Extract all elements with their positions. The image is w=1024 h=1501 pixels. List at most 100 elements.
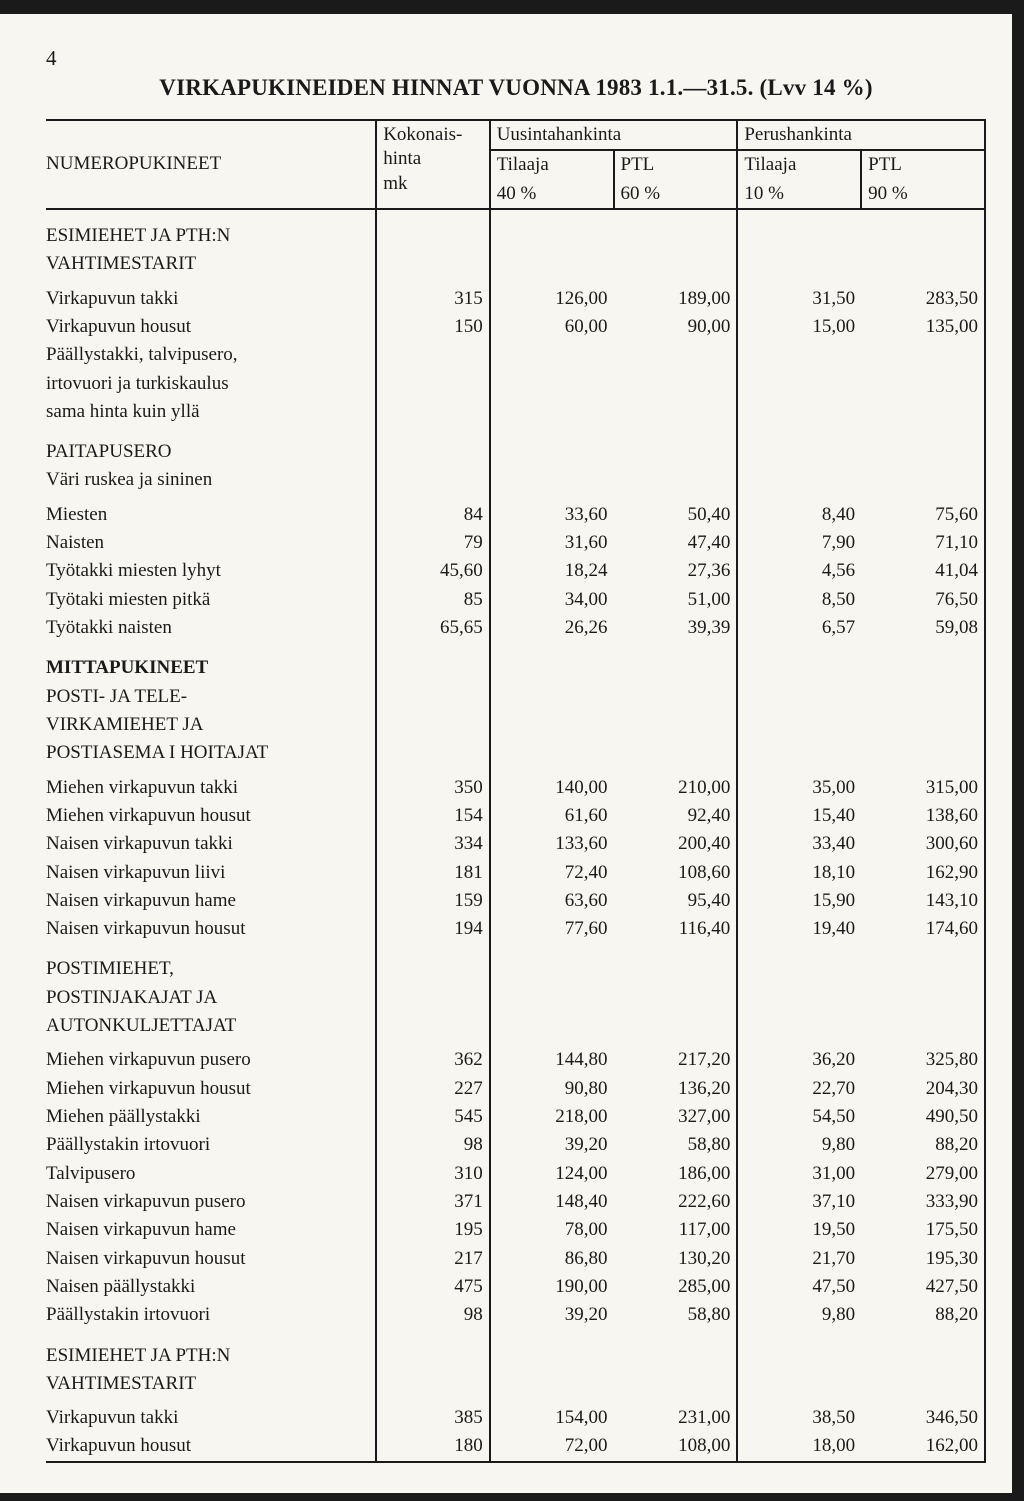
table-cell (490, 370, 614, 398)
table-cell (861, 1012, 985, 1040)
table-cell (376, 398, 490, 426)
table-cell: 174,60 (861, 915, 985, 943)
section-bold-title: MITTAPUKINEET (46, 642, 376, 682)
table-cell: 126,00 (490, 285, 614, 313)
table-cell (614, 943, 738, 983)
table-cell (737, 370, 861, 398)
table-cell (376, 1330, 490, 1370)
table-cell: 283,50 (861, 285, 985, 313)
table-cell: 154,00 (490, 1404, 614, 1432)
table-cell: 175,50 (861, 1216, 985, 1244)
page-number: 4 (46, 48, 986, 69)
table-row: Naisen virkapuvun housut19477,60116,4019… (46, 915, 985, 943)
table-cell: 35,00 (737, 774, 861, 802)
table-cell: 36,20 (737, 1046, 861, 1074)
table-cell (490, 943, 614, 983)
section-title-line: Väri ruskea ja sininen (46, 466, 376, 494)
table-cell: 490,50 (861, 1103, 985, 1131)
table-row: Virkapuvun housut15060,0090,0015,00135,0… (46, 313, 985, 341)
table-cell (861, 466, 985, 494)
header-60: 60 % (614, 180, 738, 209)
table-cell: 71,10 (861, 529, 985, 557)
table-cell (861, 711, 985, 739)
table-row: Naisen virkapuvun takki334133,60200,4033… (46, 830, 985, 858)
table-cell: 475 (376, 1273, 490, 1301)
table-cell: 31,50 (737, 285, 861, 313)
table-cell: 18,10 (737, 859, 861, 887)
table-cell: 51,00 (614, 586, 738, 614)
table-cell: 33,40 (737, 830, 861, 858)
row-label: Työtaki miesten pitkä (46, 586, 376, 614)
table-row: sama hinta kuin yllä (46, 398, 985, 426)
table-row: Naisten7931,6047,407,9071,10 (46, 529, 985, 557)
table-row: Miehen päällystakki545218,00327,0054,504… (46, 1103, 985, 1131)
table-row: Naisen päällystakki475190,00285,0047,504… (46, 1273, 985, 1301)
table-cell (614, 984, 738, 1012)
table-cell (490, 398, 614, 426)
table-cell: 150 (376, 313, 490, 341)
table-cell: 61,60 (490, 802, 614, 830)
header-kokonais: Kokonais- hinta mk (376, 120, 490, 209)
table-cell: 108,60 (614, 859, 738, 887)
table-cell (614, 1330, 738, 1370)
table-cell: 8,40 (737, 501, 861, 529)
table-cell: 88,20 (861, 1301, 985, 1329)
table-row: Virkapuvun takki315126,00189,0031,50283,… (46, 285, 985, 313)
row-label: Päällystakin irtovuori (46, 1301, 376, 1329)
table-cell: 59,08 (861, 614, 985, 642)
table-cell (861, 1370, 985, 1398)
table-cell: 136,20 (614, 1075, 738, 1103)
table-cell (376, 943, 490, 983)
table-cell: 186,00 (614, 1160, 738, 1188)
table-cell (376, 341, 490, 369)
table-cell: 75,60 (861, 501, 985, 529)
table-cell: 58,80 (614, 1131, 738, 1159)
table-cell: 116,40 (614, 915, 738, 943)
header-tilaaja-2: Tilaaja (737, 150, 861, 179)
row-label: Päällystakki, talvipusero, (46, 341, 376, 369)
table-cell: 300,60 (861, 830, 985, 858)
row-label: Virkapuvun takki (46, 1404, 376, 1432)
page-title: VIRKAPUKINEIDEN HINNAT VUONNA 1983 1.1.—… (46, 75, 986, 101)
row-label: Naisen virkapuvun pusero (46, 1188, 376, 1216)
table-cell: 315,00 (861, 774, 985, 802)
table-cell: 15,90 (737, 887, 861, 915)
table-cell: 194 (376, 915, 490, 943)
table-row: Naisen virkapuvun pusero371148,40222,603… (46, 1188, 985, 1216)
table-cell: 133,60 (490, 830, 614, 858)
header-ptl-1: PTL (614, 150, 738, 179)
table-cell (737, 683, 861, 711)
table-cell (614, 1012, 738, 1040)
table-cell: 60,00 (490, 313, 614, 341)
table-cell (614, 1370, 738, 1398)
table-cell (614, 739, 738, 767)
header-40: 40 % (490, 180, 614, 209)
row-label: Miehen päällystakki (46, 1103, 376, 1131)
table-cell: 315 (376, 285, 490, 313)
table-cell (490, 1330, 614, 1370)
table-cell: 333,90 (861, 1188, 985, 1216)
table-cell: 162,00 (861, 1432, 985, 1461)
header-kokonais-l2: hinta (383, 148, 421, 169)
table-cell: 98 (376, 1301, 490, 1329)
table-cell: 26,26 (490, 614, 614, 642)
table-cell (737, 1330, 861, 1370)
table-cell: 180 (376, 1432, 490, 1461)
table-row: Miehen virkapuvun pusero362144,80217,203… (46, 1046, 985, 1074)
table-cell: 15,40 (737, 802, 861, 830)
table-row: Miesten8433,6050,408,4075,60 (46, 501, 985, 529)
table-cell: 310 (376, 1160, 490, 1188)
table-cell: 85 (376, 586, 490, 614)
table-cell (861, 209, 985, 250)
table-cell (490, 683, 614, 711)
row-label: Naisen virkapuvun liivi (46, 859, 376, 887)
table-cell (737, 1370, 861, 1398)
table-cell (614, 398, 738, 426)
table-cell: 159 (376, 887, 490, 915)
table-cell: 346,50 (861, 1404, 985, 1432)
table-cell: 9,80 (737, 1301, 861, 1329)
table-cell: 90,80 (490, 1075, 614, 1103)
table-cell: 76,50 (861, 586, 985, 614)
table-cell (737, 642, 861, 682)
table-row: Työtakki naisten65,6526,2639,396,5759,08 (46, 614, 985, 642)
